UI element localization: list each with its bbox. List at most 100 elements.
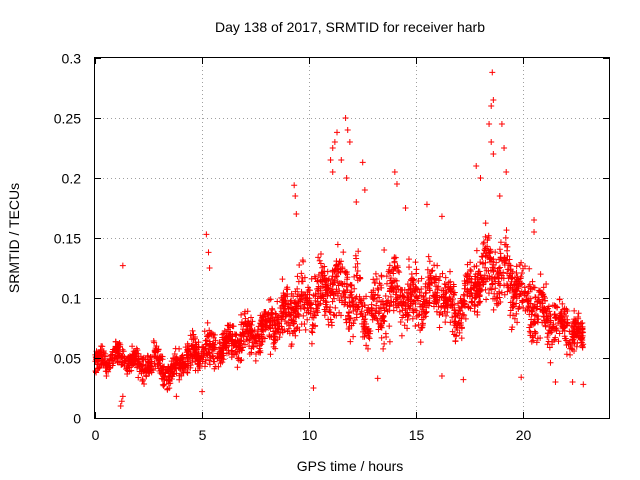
data-point (578, 320, 585, 327)
data-point (257, 349, 264, 356)
data-point (358, 310, 365, 317)
data-point (312, 275, 319, 282)
data-point (155, 346, 162, 353)
data-point (254, 330, 261, 337)
data-point (346, 319, 353, 326)
data-point (354, 268, 361, 275)
data-point (461, 312, 468, 319)
data-point (137, 353, 144, 360)
data-point (279, 297, 286, 304)
data-point (355, 248, 362, 255)
data-point (315, 272, 322, 279)
data-point (336, 297, 343, 304)
data-point (395, 302, 402, 309)
data-point (346, 139, 353, 145)
data-point (572, 317, 579, 324)
data-point (554, 319, 561, 326)
data-point (369, 316, 376, 323)
data-point (229, 323, 236, 330)
data-point (381, 307, 388, 314)
data-point (521, 292, 528, 299)
data-point (357, 275, 364, 282)
data-point (264, 318, 271, 325)
data-point (248, 314, 255, 321)
data-point (138, 370, 145, 377)
data-point (351, 285, 358, 292)
data-point (490, 295, 497, 302)
data-point (206, 342, 213, 349)
data-point (482, 220, 489, 227)
data-point (161, 381, 168, 388)
data-point (342, 293, 349, 300)
data-point (306, 291, 313, 298)
data-point (274, 298, 281, 305)
data-point (480, 240, 487, 247)
data-point (533, 339, 540, 346)
data-point (404, 302, 411, 309)
data-point (334, 241, 341, 248)
data-point (559, 300, 566, 307)
data-point (322, 308, 329, 315)
data-point (467, 259, 474, 266)
data-point (535, 316, 542, 323)
data-point (551, 336, 558, 343)
data-point (229, 336, 236, 343)
data-point (237, 357, 244, 364)
x-tick-label: 10 (302, 427, 318, 443)
data-point (496, 288, 503, 295)
data-point (327, 316, 334, 323)
data-point (451, 331, 458, 338)
data-point (431, 279, 438, 286)
data-point (531, 229, 538, 235)
data-point (98, 354, 105, 361)
data-point (350, 297, 357, 304)
data-point (377, 324, 384, 331)
data-point (288, 300, 295, 307)
data-point (406, 264, 413, 271)
data-point (296, 261, 303, 268)
data-point (465, 304, 472, 311)
data-point (351, 316, 358, 323)
data-point (380, 317, 387, 324)
data-point (159, 366, 166, 373)
data-point (443, 294, 450, 301)
data-point (330, 279, 337, 286)
data-point (489, 264, 496, 271)
data-point (470, 282, 477, 289)
data-point (489, 280, 496, 287)
data-point (262, 309, 269, 316)
data-point (179, 367, 186, 374)
data-point (517, 275, 524, 282)
data-point (526, 304, 533, 311)
data-point (452, 320, 459, 327)
data-point (296, 327, 303, 334)
data-point (282, 318, 289, 325)
data-point (468, 268, 475, 275)
data-point (342, 316, 349, 323)
data-point (427, 274, 434, 281)
data-point (331, 312, 338, 319)
data-point (496, 193, 503, 199)
data-point (356, 275, 363, 282)
data-point (269, 314, 276, 321)
data-point (398, 298, 405, 305)
data-point (415, 277, 422, 284)
data-point (404, 325, 411, 332)
data-point (334, 278, 341, 285)
data-point (234, 364, 241, 371)
data-point (419, 322, 426, 329)
data-point (275, 328, 282, 335)
data-point (528, 338, 535, 345)
data-point (411, 288, 418, 295)
data-point (563, 351, 570, 358)
data-point (332, 273, 339, 280)
data-point (442, 319, 449, 326)
data-point (196, 360, 203, 367)
data-point (192, 367, 199, 374)
data-point (211, 346, 218, 353)
data-point (166, 385, 173, 392)
data-point (282, 300, 289, 307)
data-point (385, 297, 392, 304)
data-point (507, 307, 514, 314)
data-point (412, 322, 419, 329)
